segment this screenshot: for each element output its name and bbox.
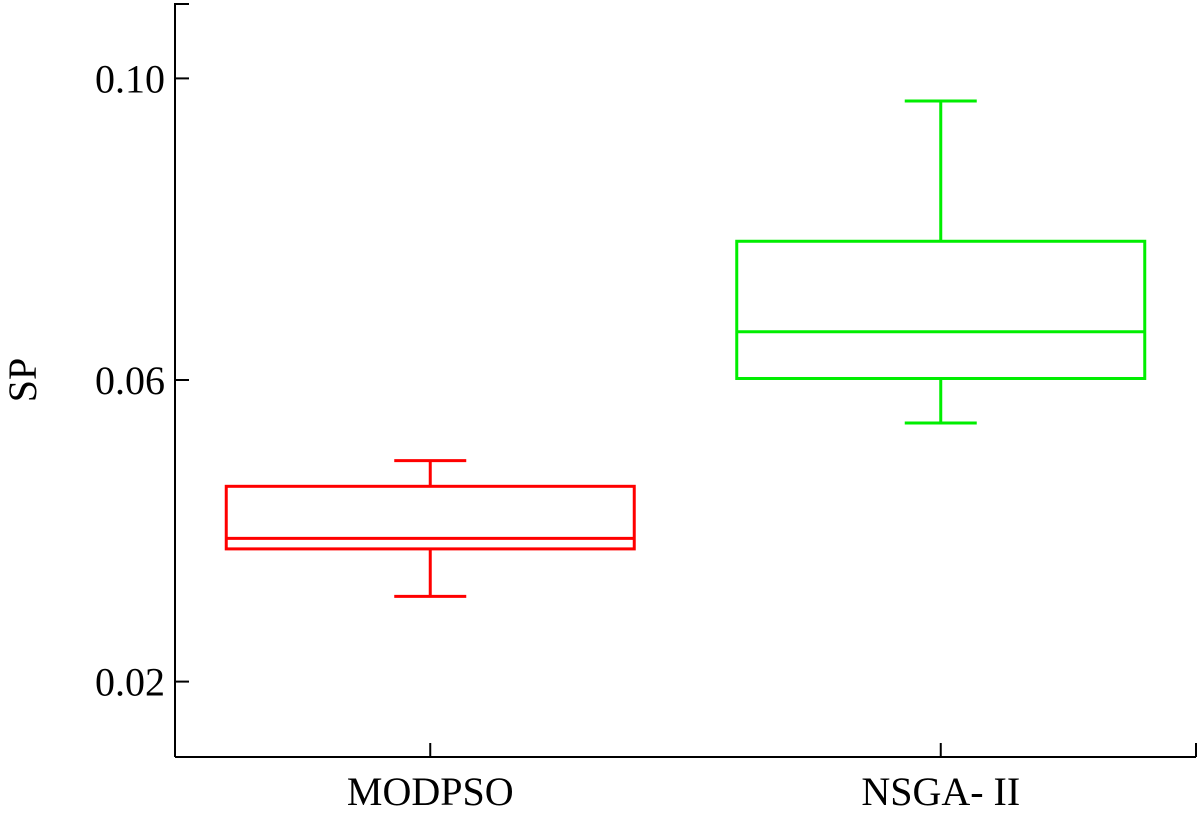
box-2 — [735, 99, 1147, 425]
boxes — [224, 99, 1147, 598]
x-tick-label: MODPSO — [347, 769, 514, 808]
y-axis-label: SP — [0, 358, 45, 403]
x-tick-label: NSGA- II — [861, 769, 1020, 808]
y-tick-label: 0.02 — [95, 660, 165, 705]
y-tick-label: 0.10 — [95, 56, 165, 101]
y-tick-label: 0.06 — [95, 358, 165, 403]
axes: 0.02 0.06 0.10 MODPSO NSGA- II — [95, 3, 1197, 813]
box-iqr — [735, 239, 1147, 380]
box-1 — [224, 459, 636, 598]
